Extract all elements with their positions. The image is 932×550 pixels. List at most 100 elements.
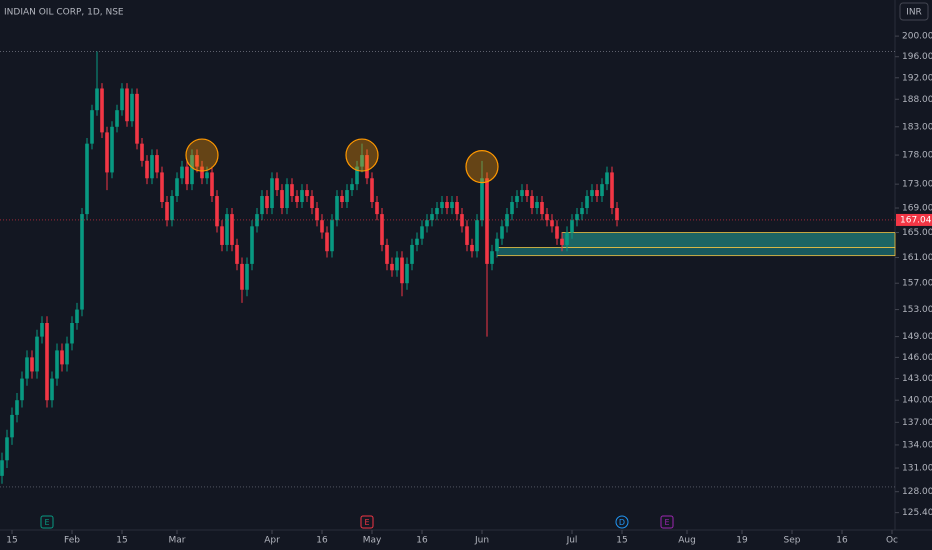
x-tick-label: 15: [6, 536, 17, 546]
candle-body: [430, 214, 434, 221]
x-tick-label: Oc: [886, 536, 898, 546]
y-tick-label: 188.00: [902, 95, 932, 105]
candle-body: [490, 251, 494, 264]
candle-body: [400, 257, 404, 284]
candle-body: [410, 244, 414, 264]
event-marker: [615, 515, 629, 529]
candle-body: [225, 214, 229, 245]
candle-body: [290, 184, 294, 197]
candle-body: [260, 196, 264, 215]
candle-body: [150, 155, 154, 179]
candle-body: [105, 132, 109, 173]
candle-body: [0, 460, 4, 476]
x-tick-label: 15: [616, 536, 627, 546]
event-label: E: [44, 518, 49, 527]
candle-body: [390, 263, 394, 271]
axes: 200.00 196.00 192.00 188.00 183.00 178.00 173.…: [6, 32, 932, 546]
candle-body: [470, 244, 474, 252]
candle-body: [370, 178, 374, 203]
candle-body: [450, 202, 454, 209]
x-tick-label: 19: [736, 536, 748, 546]
candle-body: [115, 110, 119, 127]
candle-body: [240, 263, 244, 290]
candle-body: [255, 214, 259, 227]
candle-body: [585, 196, 589, 209]
candle-body: [325, 232, 329, 252]
candle-body: [575, 214, 579, 221]
candle-body: [315, 208, 319, 221]
x-tick-label: Aug: [678, 536, 696, 546]
candle-body: [615, 208, 619, 220]
candle-body: [455, 202, 459, 215]
y-tick-label: 125.40: [902, 508, 932, 518]
candle-body: [205, 172, 209, 179]
candle-body: [245, 263, 249, 290]
candle-body: [110, 126, 114, 173]
y-tick-label: 183.00: [902, 122, 932, 132]
currency-button[interactable]: [899, 2, 929, 21]
candle-body: [170, 196, 174, 221]
zone: [561, 232, 896, 248]
candle-body: [480, 178, 484, 221]
x-tick-label: Sep: [784, 536, 801, 546]
candle-body: [100, 88, 104, 133]
candle-body: [155, 155, 159, 173]
candle-body: [140, 143, 144, 161]
y-tick-label: 173.00: [902, 180, 932, 190]
candle-body: [5, 437, 9, 461]
candle-body: [265, 196, 269, 209]
candle-body: [145, 160, 149, 179]
candle-body: [180, 166, 184, 179]
candle-body: [395, 257, 399, 271]
candle-body: [590, 190, 594, 197]
currency-label[interactable]: INR: [906, 8, 922, 18]
candle-body: [445, 202, 449, 209]
candle-body: [345, 190, 349, 203]
y-tick-label: 169.00: [902, 204, 932, 214]
candle-body: [310, 196, 314, 209]
candle-body: [440, 202, 444, 209]
y-tick-label: 153.00: [902, 305, 932, 315]
candle-body: [405, 263, 409, 284]
candle-body: [580, 208, 584, 215]
candle-body: [475, 220, 479, 252]
y-tick-label: 196.00: [902, 52, 932, 62]
candle-body: [65, 343, 69, 365]
highlight-circle: [185, 138, 219, 172]
candle-body: [220, 226, 224, 245]
candle-body: [595, 190, 599, 197]
candle-body: [335, 196, 339, 221]
candle-body: [270, 178, 274, 209]
candle-body: [365, 155, 369, 179]
candle-body: [10, 414, 14, 438]
candle-body: [340, 196, 344, 203]
x-tick-label: 16: [836, 536, 848, 546]
highlight-circle: [345, 138, 379, 172]
candle-body: [570, 220, 574, 233]
x-tick-label: Jul: [566, 536, 578, 546]
candle-body: [190, 155, 194, 185]
candle-body: [355, 166, 359, 185]
candle-body: [535, 202, 539, 209]
y-tick-label: 200.00: [902, 32, 932, 42]
y-tick-label: 137.00: [902, 418, 932, 428]
y-tick-label: 134.00: [902, 440, 932, 450]
candle-body: [555, 226, 559, 239]
candle-body: [565, 232, 569, 245]
x-tick-label: 15: [116, 536, 127, 546]
candle-body: [30, 357, 34, 372]
candle-body: [195, 155, 199, 167]
x-tick-label: Jun: [474, 536, 489, 546]
candle-body: [55, 350, 59, 379]
candle-body: [375, 202, 379, 215]
candle-body: [90, 110, 94, 144]
x-tick-label: 16: [416, 536, 428, 546]
candle-body: [320, 220, 324, 233]
x-tick-label: Feb: [64, 536, 80, 546]
candle-body: [465, 226, 469, 245]
candle-body: [280, 190, 284, 209]
